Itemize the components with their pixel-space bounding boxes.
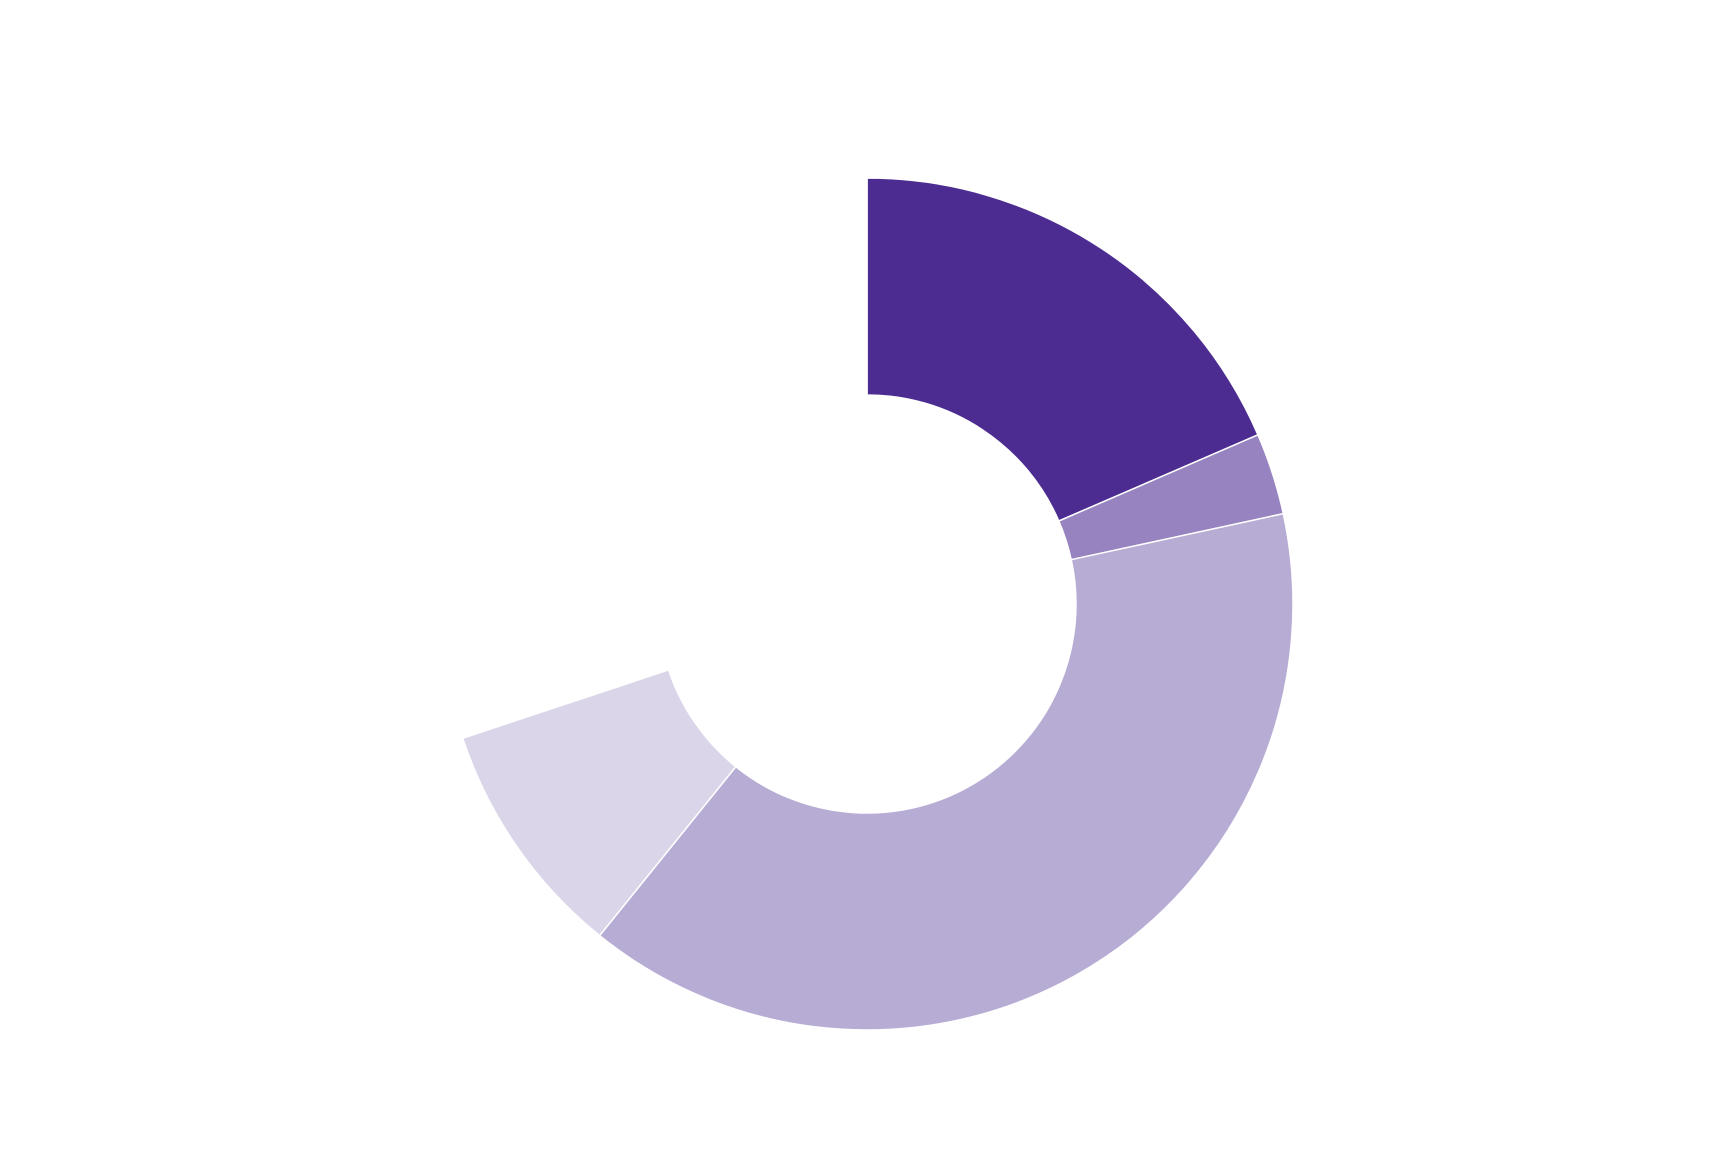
donut-slices bbox=[440, 177, 1294, 1031]
donut-slice-5 bbox=[440, 177, 868, 740]
donut-slice-4 bbox=[461, 668, 737, 937]
donut-slice-1 bbox=[866, 177, 1259, 522]
donut-slice-3 bbox=[598, 512, 1294, 1031]
